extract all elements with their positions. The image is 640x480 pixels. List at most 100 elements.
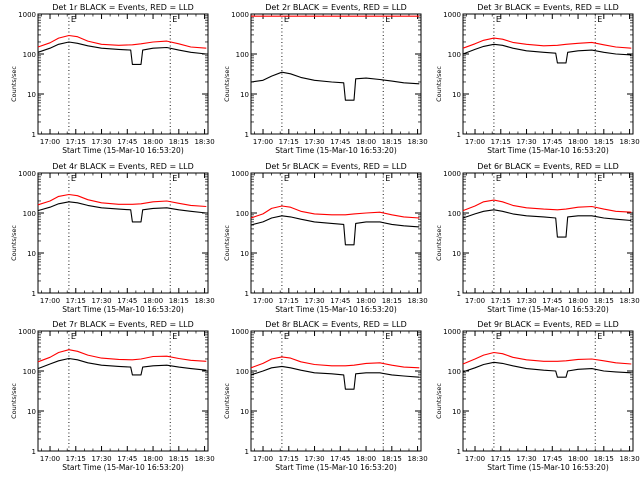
x-axis-label: Start Time (15-Mar-10 16:53:20): [487, 463, 609, 472]
y-tick-label: 1000: [443, 328, 461, 336]
events-series-line: [462, 361, 632, 378]
x-tick-label: 17:00: [253, 455, 273, 463]
marker-label: E: [71, 332, 76, 341]
x-tick-label: 17:45: [542, 138, 562, 146]
plot-frame: [462, 330, 634, 452]
x-tick-label: 17:45: [542, 455, 562, 463]
chart-panel: Det 1r BLACK = Events, RED = LLD 1 10 100 10…: [10, 3, 215, 155]
y-tick-label: 1: [245, 290, 249, 298]
y-tick-label: 1000: [231, 170, 249, 178]
x-tick-label: 18:15: [594, 297, 614, 305]
x-tick-label: 17:30: [91, 455, 111, 463]
x-tick-label: 17:30: [91, 297, 111, 305]
x-tick-label: 17:15: [66, 138, 86, 146]
y-tick-label: 1: [457, 448, 461, 456]
y-axis-label: Counts/sec: [10, 383, 18, 419]
x-tick-label: 18:00: [356, 138, 376, 146]
y-tick-label: 1: [245, 448, 249, 456]
marker-label: E: [496, 174, 501, 183]
chart-panel: Det 2r BLACK = Events, RED = LLD 1 10 100 10…: [223, 3, 428, 155]
events-series-line: [462, 43, 632, 64]
events-series-line: [462, 209, 632, 238]
x-tick-label: 17:45: [542, 297, 562, 305]
marker-label: E: [496, 15, 501, 24]
x-tick-label: 18:30: [619, 455, 639, 463]
chart-title: Det 3r BLACK = Events, RED = LLD: [477, 3, 619, 12]
marker-label: E: [496, 332, 501, 341]
plot-frame: [37, 172, 209, 294]
marker-label: E: [597, 15, 602, 24]
y-tick-label: 10: [452, 250, 461, 258]
y-tick-label: 1000: [18, 11, 36, 19]
y-tick-label: 10: [240, 408, 249, 416]
x-axis-label: Start Time (15-Mar-10 16:53:20): [275, 146, 397, 155]
marker-label: E: [172, 332, 177, 341]
x-tick-label: 17:45: [117, 138, 137, 146]
marker-label: E: [172, 174, 177, 183]
y-tick-label: 10: [27, 408, 36, 416]
events-series-line: [37, 41, 207, 65]
x-tick-label: 18:30: [619, 138, 639, 146]
y-tick-label: 100: [23, 368, 36, 376]
x-tick-label: 17:30: [516, 138, 536, 146]
x-tick-label: 18:00: [143, 138, 163, 146]
chart-panel: Det 3r BLACK = Events, RED = LLD 1 10 100 10…: [435, 3, 640, 155]
y-axis-label: Counts/sec: [10, 66, 18, 102]
plot-frame: [462, 172, 634, 294]
x-tick-label: 18:00: [356, 297, 376, 305]
x-tick-label: 18:30: [194, 455, 214, 463]
x-tick-label: 17:00: [465, 455, 485, 463]
x-tick-label: 17:15: [491, 455, 511, 463]
events-series-line: [37, 201, 207, 223]
chart-title: Det 2r BLACK = Events, RED = LLD: [265, 3, 407, 12]
y-tick-label: 1000: [18, 170, 36, 178]
y-tick-label: 100: [448, 210, 461, 218]
chart-title: Det 8r BLACK = Events, RED = LLD: [265, 320, 407, 329]
x-tick-label: 18:30: [407, 138, 427, 146]
x-tick-label: 18:15: [169, 455, 189, 463]
y-tick-label: 1000: [231, 11, 249, 19]
chart-title: Det 6r BLACK = Events, RED = LLD: [477, 162, 619, 171]
marker-label: E: [597, 174, 602, 183]
marker-label: E: [385, 332, 390, 341]
x-tick-label: 18:15: [594, 138, 614, 146]
x-tick-label: 18:15: [382, 297, 402, 305]
x-tick-label: 18:00: [568, 138, 588, 146]
marker-label: E: [284, 332, 289, 341]
chart-panel: Det 9r BLACK = Events, RED = LLD 1 10 100 10…: [435, 320, 640, 472]
y-tick-label: 1: [457, 131, 461, 139]
plot-frame: [37, 13, 209, 135]
y-tick-label: 10: [452, 408, 461, 416]
y-tick-label: 1: [457, 290, 461, 298]
x-tick-label: 17:45: [117, 297, 137, 305]
events-series-line: [250, 71, 420, 101]
x-tick-label: 17:45: [330, 455, 350, 463]
y-tick-label: 10: [27, 250, 36, 258]
x-tick-label: 17:15: [491, 138, 511, 146]
marker-label: E: [385, 15, 390, 24]
y-tick-label: 1000: [18, 328, 36, 336]
lld-series-line: [462, 199, 632, 213]
x-tick-label: 17:30: [516, 297, 536, 305]
x-tick-label: 17:00: [40, 138, 60, 146]
y-tick-label: 1: [32, 448, 36, 456]
lld-series-line: [462, 351, 632, 365]
x-tick-label: 18:30: [407, 455, 427, 463]
y-tick-label: 1000: [443, 11, 461, 19]
marker-label: E: [172, 15, 177, 24]
y-tick-label: 100: [236, 210, 249, 218]
marker-label: E: [71, 15, 76, 24]
y-tick-label: 100: [448, 368, 461, 376]
x-tick-label: 17:30: [91, 138, 111, 146]
chart-panel: Det 5r BLACK = Events, RED = LLD 1 10 100 10…: [223, 162, 428, 314]
chart-title: Det 1r BLACK = Events, RED = LLD: [52, 3, 194, 12]
y-tick-label: 1: [32, 290, 36, 298]
marker-label: E: [284, 174, 289, 183]
lld-series-line: [37, 34, 207, 49]
x-tick-label: 18:15: [382, 455, 402, 463]
x-tick-label: 17:15: [66, 297, 86, 305]
lld-series-line: [462, 37, 632, 49]
marker-label: E: [597, 332, 602, 341]
y-tick-label: 1: [32, 131, 36, 139]
x-tick-label: 17:00: [465, 297, 485, 305]
